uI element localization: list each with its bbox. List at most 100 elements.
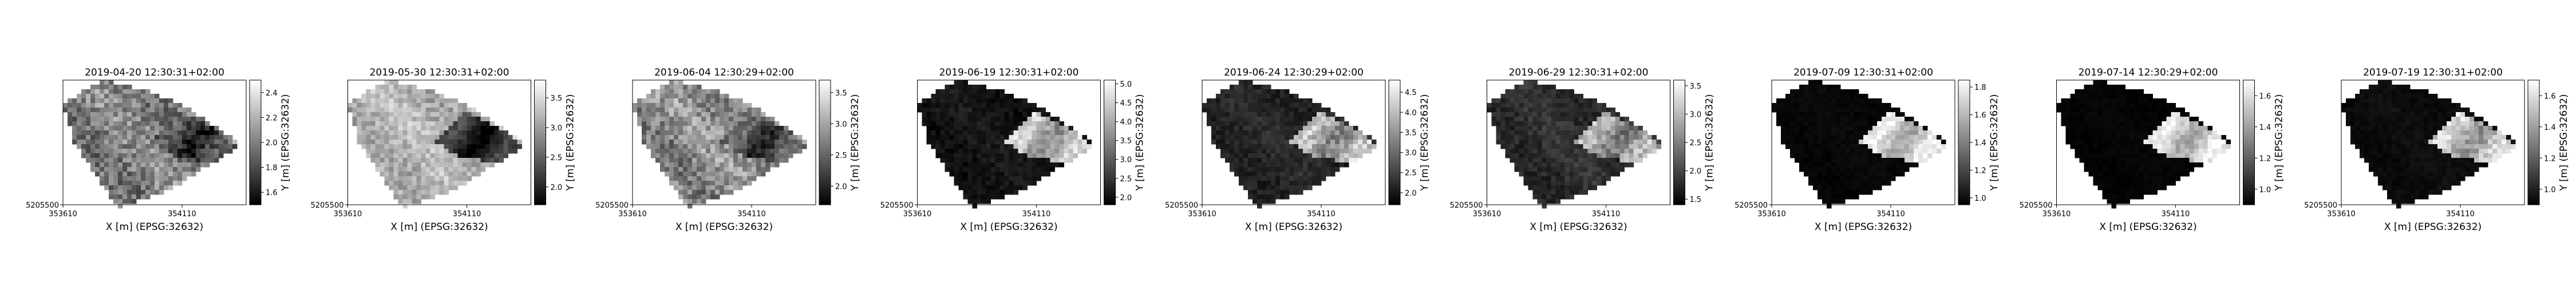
heatmap-cell <box>1027 121 1032 126</box>
heatmap-cell <box>109 162 114 168</box>
heatmap-cell <box>954 158 959 163</box>
heatmap-cell <box>655 158 661 163</box>
heatmap-cell <box>123 185 128 190</box>
heatmap-cell <box>972 149 977 154</box>
heatmap-cell <box>678 103 683 108</box>
heatmap-cell <box>173 121 178 126</box>
heatmap-cell <box>1804 153 1809 158</box>
heatmap-cell <box>155 121 160 126</box>
heatmap-cell <box>1546 199 1551 204</box>
heatmap-cell <box>1013 158 1018 163</box>
heatmap-cell <box>1045 117 1050 122</box>
heatmap-cell <box>1886 103 1891 108</box>
heatmap-cell <box>1905 135 1910 140</box>
heatmap-cell <box>1335 144 1340 149</box>
heatmap-cell <box>1895 121 1901 126</box>
heatmap-cell <box>214 149 219 154</box>
heatmap-cell <box>2116 108 2121 113</box>
heatmap-cell <box>990 158 995 163</box>
heatmap-cell <box>357 117 362 122</box>
heatmap-cell <box>1041 108 1046 113</box>
heatmap-cell <box>155 176 160 181</box>
heatmap-cell <box>412 108 417 113</box>
heatmap-cell <box>1220 153 1226 158</box>
heatmap-cell <box>1877 121 1882 126</box>
heatmap-cell <box>1289 112 1294 117</box>
heatmap-cell <box>1790 108 1795 113</box>
heatmap-cell <box>2084 108 2089 113</box>
heatmap-cell <box>1326 162 1331 168</box>
heatmap-cell <box>389 94 394 99</box>
heatmap-cell <box>421 176 426 181</box>
heatmap-cell <box>981 130 986 136</box>
heatmap-cell <box>1542 140 1547 145</box>
heatmap-cell <box>1836 135 1841 140</box>
heatmap-cell <box>1045 149 1050 154</box>
heatmap-cell <box>380 108 385 113</box>
heatmap-cell <box>1009 190 1014 195</box>
heatmap-cell <box>366 140 371 145</box>
heatmap-cell <box>1349 149 1354 154</box>
heatmap-cell <box>977 94 982 99</box>
heatmap-cell <box>1859 126 1864 131</box>
heatmap-cell <box>159 149 164 154</box>
heatmap-cell <box>1054 158 1060 163</box>
heatmap-cell <box>1569 172 1574 177</box>
heatmap-cell <box>1827 108 1832 113</box>
heatmap-cell <box>1587 140 1593 145</box>
heatmap-cell <box>995 176 1000 181</box>
heatmap-cell <box>986 98 991 104</box>
heatmap-cell <box>1551 117 1556 122</box>
heatmap-cell <box>448 181 453 186</box>
heatmap-cell <box>485 149 490 154</box>
heatmap-cell <box>949 140 954 145</box>
heatmap-cell <box>1022 98 1028 104</box>
heatmap-cell <box>2120 108 2125 113</box>
heatmap-cell <box>177 108 183 113</box>
heatmap-cell <box>1266 85 1271 90</box>
heatmap-cell <box>1491 103 1496 108</box>
heatmap-cell <box>940 121 945 126</box>
heatmap-cell <box>453 112 458 117</box>
heatmap-cell <box>1868 158 1873 163</box>
heatmap-cell <box>1248 140 1253 145</box>
heatmap-cell <box>457 135 463 140</box>
heatmap-cell <box>967 181 973 186</box>
heatmap-cell <box>715 172 720 177</box>
heatmap-cell <box>963 108 968 113</box>
heatmap-cell <box>2116 117 2121 122</box>
heatmap-cell <box>1280 108 1285 113</box>
heatmap-cell <box>1633 126 1638 131</box>
heatmap-cell <box>1059 130 1064 136</box>
heatmap-cell <box>706 130 711 136</box>
heatmap-cell <box>1077 144 1082 149</box>
heatmap-cell <box>191 126 196 131</box>
heatmap-cell <box>1615 162 1620 168</box>
heatmap-cell <box>1317 126 1322 131</box>
heatmap-cell <box>986 103 991 108</box>
heatmap-cell <box>1564 121 1570 126</box>
heatmap-cell <box>1285 121 1290 126</box>
heatmap-cell <box>1551 144 1556 149</box>
heatmap-cell <box>1840 98 1846 104</box>
heatmap-cell <box>949 153 954 158</box>
heatmap-cell <box>1799 126 1804 131</box>
heatmap-cell <box>2111 89 2116 94</box>
heatmap-cell <box>1294 108 1299 113</box>
heatmap-cell <box>1619 130 1625 136</box>
heatmap-cell <box>1601 158 1606 163</box>
heatmap-cell <box>480 130 485 136</box>
heatmap-cell <box>1289 94 1294 99</box>
heatmap-cell <box>1845 103 1850 108</box>
heatmap-cell <box>2129 176 2135 181</box>
heatmap-cell <box>1555 185 1560 190</box>
heatmap-cell <box>155 158 160 163</box>
heatmap-cell <box>127 98 132 104</box>
heatmap-cell <box>177 167 183 172</box>
heatmap-cell <box>389 176 394 181</box>
heatmap-cell <box>1927 130 1933 136</box>
heatmap-cell <box>205 140 210 145</box>
heatmap-cell <box>738 121 743 126</box>
heatmap-cell <box>1882 176 1887 181</box>
heatmap-cell <box>150 121 155 126</box>
